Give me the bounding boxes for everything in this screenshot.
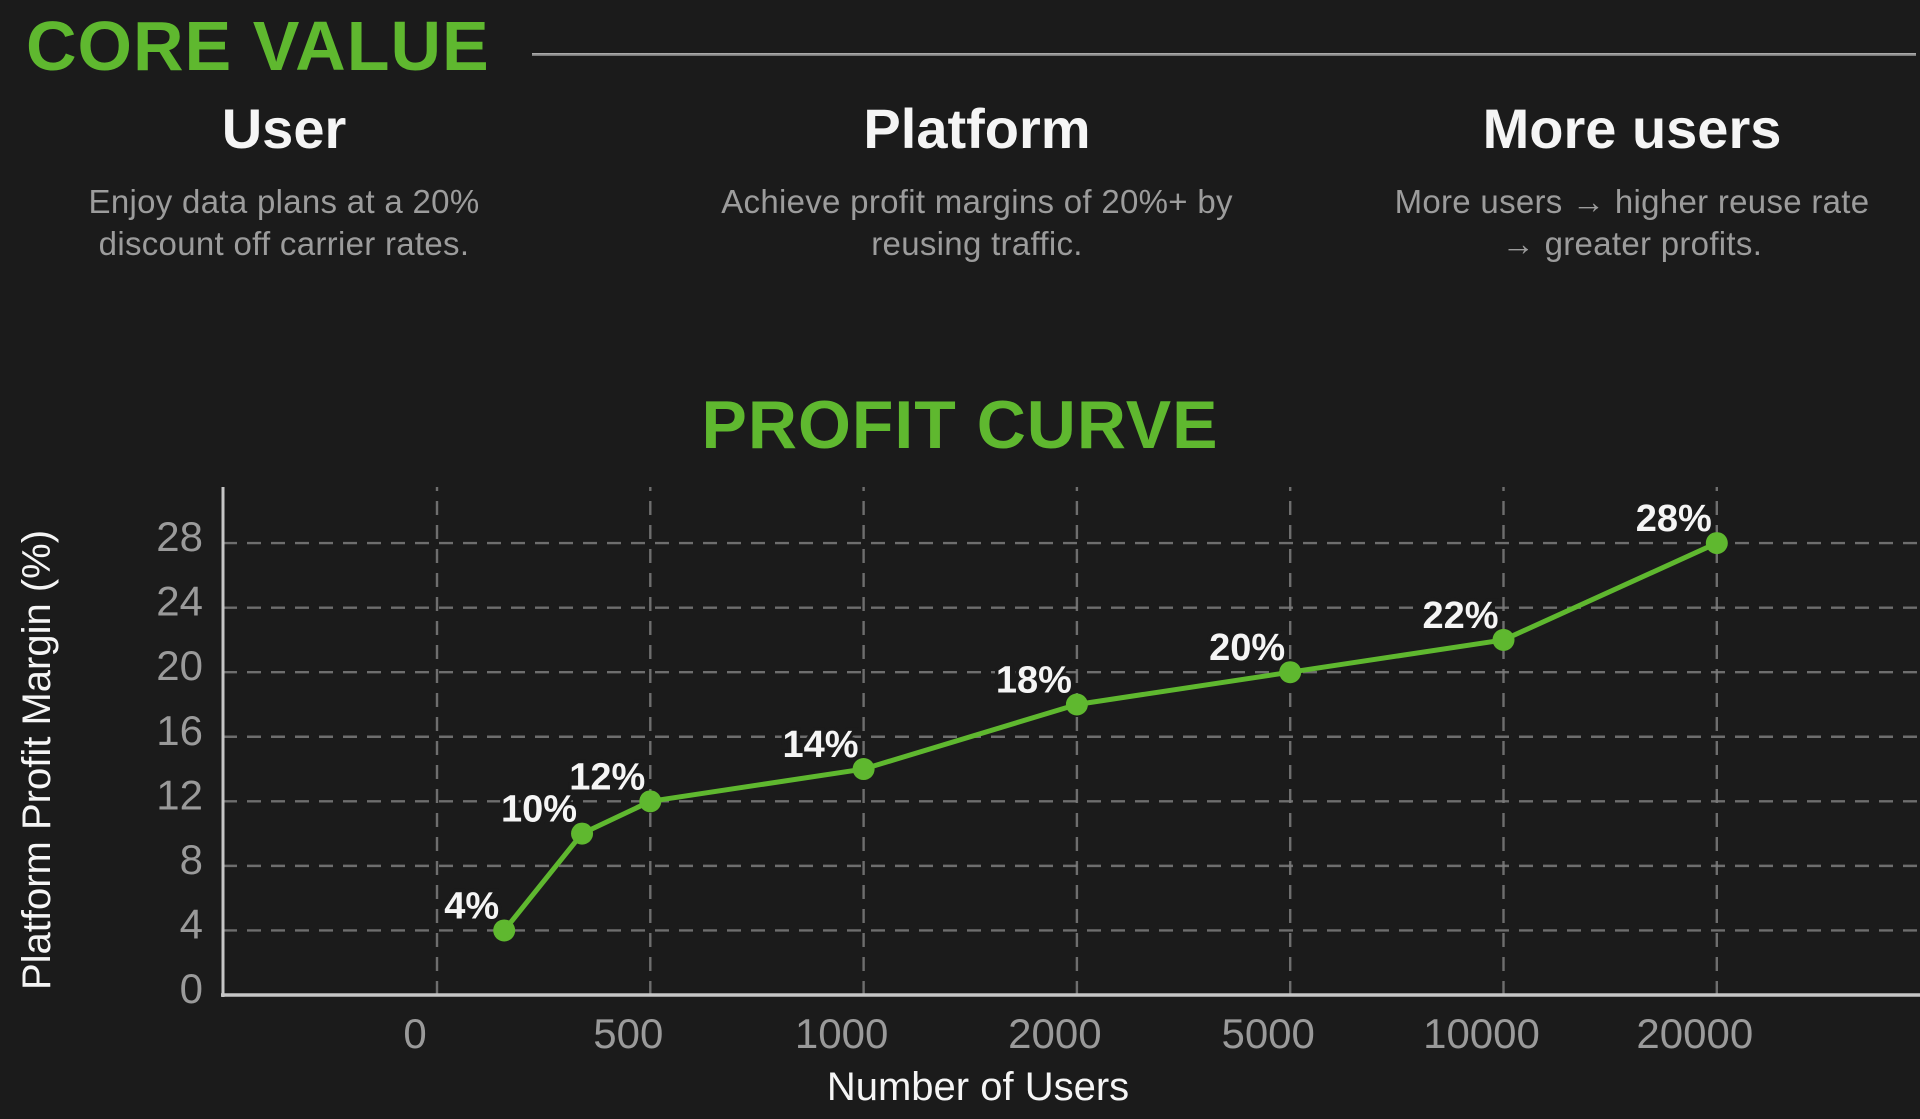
core-value-column-platform: Platform Achieve profit margins of 20%+ … [677, 96, 1277, 265]
x-tick-label: 2000 [1008, 1010, 1101, 1057]
column-title: User [221, 97, 347, 160]
data-point-label: 22% [1422, 595, 1498, 637]
data-point-label: 14% [783, 724, 859, 766]
data-point [639, 790, 662, 813]
x-tick-label: 5000 [1221, 1010, 1314, 1057]
y-tick-label: 8 [180, 836, 203, 883]
column-description: Enjoy data plans at a 20% discount off c… [88, 183, 480, 263]
column-description: More users → higher reuse rate → greater… [1394, 183, 1870, 263]
data-point-label: 20% [1209, 627, 1285, 669]
y-tick-label: 28 [156, 513, 203, 560]
x-tick-label: 500 [593, 1010, 663, 1057]
x-tick-label: 10000 [1423, 1010, 1540, 1057]
y-tick-label: 24 [156, 578, 203, 625]
data-point [571, 822, 594, 845]
core-value-column-user: User Enjoy data plans at a 20% discount … [24, 96, 544, 265]
chart-title: PROFIT CURVE [701, 387, 1219, 463]
y-tick-label: 20 [156, 642, 203, 689]
x-axis-title: Number of Users [827, 1065, 1129, 1109]
x-tick-label: 1000 [795, 1010, 888, 1057]
data-point [1065, 693, 1088, 716]
column-title: More users [1482, 97, 1782, 160]
x-tick-label: 20000 [1636, 1010, 1753, 1057]
page-title: CORE VALUE [26, 7, 490, 85]
data-point [1492, 628, 1515, 651]
y-tick-label: 0 [180, 965, 203, 1012]
core-value-column-more-users: More users More users → higher reuse rat… [1372, 96, 1892, 265]
data-point-label: 28% [1636, 498, 1712, 540]
data-point [1279, 661, 1302, 684]
data-point-label: 10% [501, 789, 577, 831]
column-description: Achieve profit margins of 20%+ by reusin… [721, 183, 1233, 263]
y-tick-label: 16 [156, 707, 203, 754]
data-point [493, 919, 516, 942]
header-rule [532, 53, 1916, 56]
data-point-label: 4% [444, 885, 499, 927]
y-tick-label: 12 [156, 771, 203, 818]
y-tick-label: 4 [180, 900, 203, 947]
data-point [852, 758, 875, 781]
profit-line [501, 540, 1720, 933]
column-title: Platform [863, 97, 1091, 160]
data-point-label: 18% [996, 659, 1072, 701]
y-axis-title: Platform Profit Margin (%) [15, 530, 59, 990]
x-tick-label: 0 [403, 1010, 426, 1057]
data-point-label: 12% [569, 756, 645, 798]
data-point [1705, 532, 1728, 555]
